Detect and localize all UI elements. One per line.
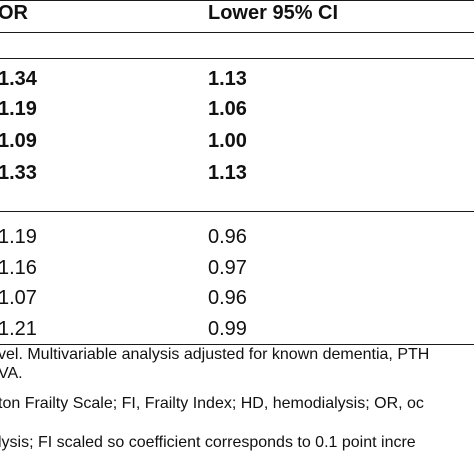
footnote-line-2: VA.	[0, 365, 23, 382]
footnote-line-3: ton Frailty Scale; FI, Frailty Index; HD…	[0, 395, 424, 412]
section-rule	[0, 58, 474, 59]
or-value: 1.07	[0, 287, 37, 309]
or-value: 1.34	[0, 68, 37, 90]
or-value: 1.19	[0, 226, 37, 248]
or-value: 1.09	[0, 130, 37, 152]
column-header-lower-ci: Lower 95% CI	[208, 2, 339, 24]
lower-ci-value: 1.13	[208, 162, 247, 184]
lower-ci-value: 1.00	[208, 130, 247, 152]
lower-ci-value: 1.13	[208, 68, 247, 90]
lower-ci-value: 0.96	[208, 226, 247, 248]
lower-ci-value: 0.99	[208, 318, 247, 340]
lower-ci-value: 0.97	[208, 257, 247, 279]
column-header-or: OR	[0, 2, 28, 24]
or-value: 1.21	[0, 318, 37, 340]
table-bottom-rule	[0, 344, 474, 345]
or-value: 1.16	[0, 257, 37, 279]
lower-ci-value: 0.96	[208, 287, 247, 309]
footnote-line-4: lysis; FI scaled so coefficient correspo…	[0, 434, 416, 451]
lower-ci-value: 1.06	[208, 98, 247, 120]
or-value: 1.19	[0, 98, 37, 120]
header-bottom-rule	[0, 32, 474, 33]
table-section-rule-2	[0, 211, 474, 212]
table-top-rule	[0, 0, 474, 1]
footnote-line-1: vel. Multivariable analysis adjusted for…	[0, 346, 430, 363]
or-value: 1.33	[0, 162, 37, 184]
